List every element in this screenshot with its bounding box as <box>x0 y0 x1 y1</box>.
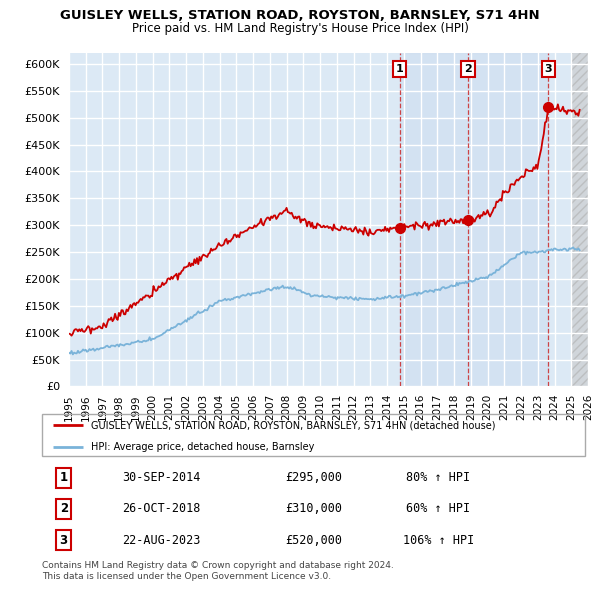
Bar <box>400 53 548 386</box>
Text: 1: 1 <box>59 471 68 484</box>
Text: 106% ↑ HPI: 106% ↑ HPI <box>403 533 474 546</box>
Text: 60% ↑ HPI: 60% ↑ HPI <box>406 502 470 516</box>
Text: £295,000: £295,000 <box>285 471 342 484</box>
Text: 80% ↑ HPI: 80% ↑ HPI <box>406 471 470 484</box>
Text: 26-OCT-2018: 26-OCT-2018 <box>122 502 200 516</box>
Text: GUISLEY WELLS, STATION ROAD, ROYSTON, BARNSLEY, S71 4HN: GUISLEY WELLS, STATION ROAD, ROYSTON, BA… <box>60 9 540 22</box>
Text: Price paid vs. HM Land Registry's House Price Index (HPI): Price paid vs. HM Land Registry's House … <box>131 22 469 35</box>
Text: 30-SEP-2014: 30-SEP-2014 <box>122 471 200 484</box>
Text: This data is licensed under the Open Government Licence v3.0.: This data is licensed under the Open Gov… <box>42 572 331 581</box>
Text: 1: 1 <box>396 64 404 74</box>
Text: 3: 3 <box>545 64 553 74</box>
Text: 22-AUG-2023: 22-AUG-2023 <box>122 533 200 546</box>
Text: 2: 2 <box>59 502 68 516</box>
Text: £520,000: £520,000 <box>285 533 342 546</box>
Text: Contains HM Land Registry data © Crown copyright and database right 2024.: Contains HM Land Registry data © Crown c… <box>42 561 394 570</box>
Text: 2: 2 <box>464 64 472 74</box>
Text: GUISLEY WELLS, STATION ROAD, ROYSTON, BARNSLEY, S71 4HN (detached house): GUISLEY WELLS, STATION ROAD, ROYSTON, BA… <box>91 421 496 431</box>
Text: £310,000: £310,000 <box>285 502 342 516</box>
Text: 3: 3 <box>59 533 68 546</box>
Text: HPI: Average price, detached house, Barnsley: HPI: Average price, detached house, Barn… <box>91 442 314 452</box>
